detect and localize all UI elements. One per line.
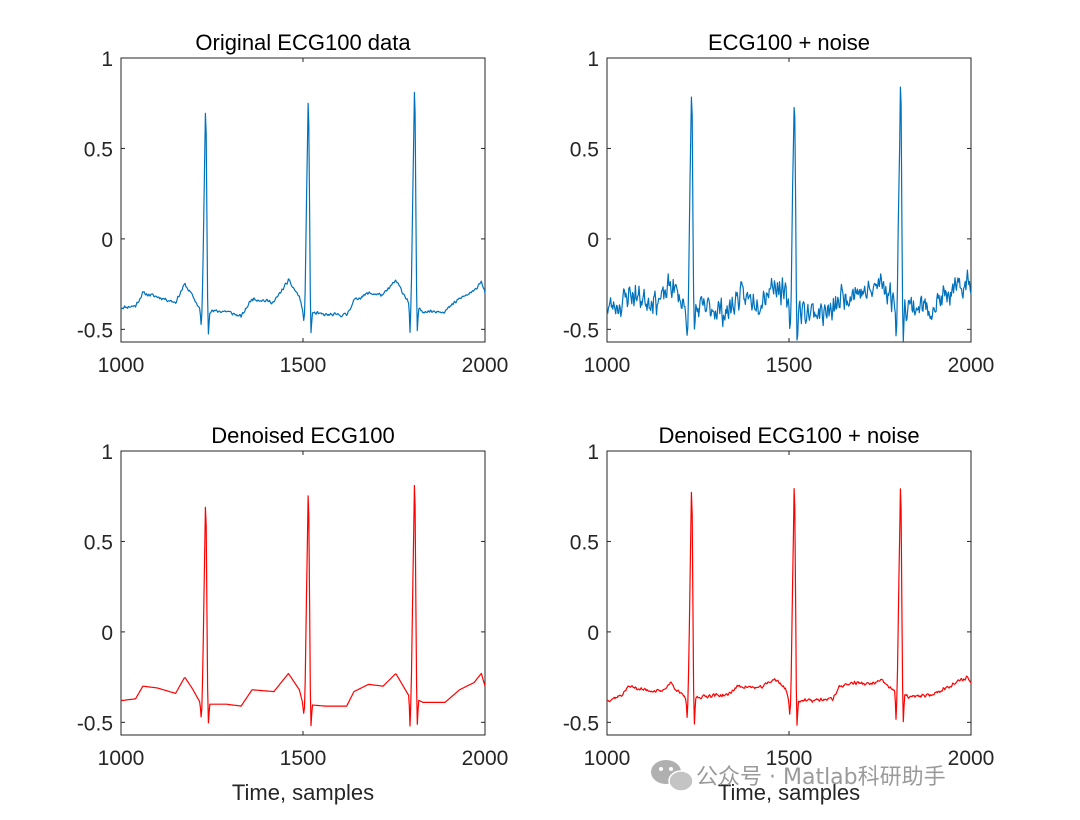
x-tick-label: 1000 xyxy=(584,354,631,377)
y-tick-label: 0.5 xyxy=(570,138,599,161)
y-tick-label: 1 xyxy=(587,48,599,71)
axes-frame xyxy=(606,57,972,343)
subplot-title: ECG100 + noise xyxy=(708,30,870,55)
y-tick-label: 0 xyxy=(587,229,599,252)
subplot-3: 1000 1500 2000 1 0.5 0 -0.5 Denoised ECG100 Time… xyxy=(77,423,509,805)
x-tick-label: 1500 xyxy=(280,354,327,377)
subplot-title: Denoised ECG100 xyxy=(211,423,394,448)
axes-frame xyxy=(120,57,486,343)
y-tick-label: 1 xyxy=(587,441,599,464)
x-tick-label: 2000 xyxy=(948,354,995,377)
y-tick-label: 0.5 xyxy=(570,531,599,554)
subplot-1: 1000 1500 2000 1 0.5 0 -0.5 Original ECG100 dat… xyxy=(77,30,509,377)
y-tick-label: 0 xyxy=(101,622,113,645)
x-axis-label: Time, samples xyxy=(232,780,374,805)
y-tick-label: -0.5 xyxy=(77,319,113,342)
y-tick-label: 1 xyxy=(101,441,113,464)
y-tick-label: 0 xyxy=(101,229,113,252)
watermark: 公众号 · Matlab科研助手 xyxy=(651,760,946,792)
y-tick-label: -0.5 xyxy=(563,319,599,342)
y-tick-label: 0.5 xyxy=(84,138,113,161)
x-axis-label: Time, samples xyxy=(718,780,860,805)
axes-frame xyxy=(606,450,972,736)
ecg-signal-line xyxy=(606,86,972,342)
y-tick-label: 0 xyxy=(587,622,599,645)
x-tick-label: 1000 xyxy=(98,354,145,377)
y-tick-label: -0.5 xyxy=(563,712,599,735)
x-tick-label: 2000 xyxy=(462,747,509,770)
subplot-title: Denoised ECG100 + noise xyxy=(658,423,919,448)
watermark-text: 公众号 · Matlab科研助手 xyxy=(696,765,946,790)
x-tick-label: 1500 xyxy=(766,747,813,770)
ecg-signal-line xyxy=(120,484,486,727)
x-tick-label: 2000 xyxy=(462,354,509,377)
subplot-4: 1000 1500 2000 1 0.5 0 -0.5 Denoised ECG100 + n… xyxy=(563,423,995,805)
x-tick-label: 1000 xyxy=(98,747,145,770)
y-tick-label: 0.5 xyxy=(84,531,113,554)
ecg-signal-line xyxy=(606,488,972,726)
y-tick-label: -0.5 xyxy=(77,712,113,735)
subplot-2: 1000 1500 2000 1 0.5 0 -0.5 ECG100 + noise xyxy=(563,30,995,377)
x-tick-label: 1000 xyxy=(584,747,631,770)
subplot-title: Original ECG100 data xyxy=(195,30,411,55)
x-tick-label: 1500 xyxy=(280,747,327,770)
x-tick-label: 2000 xyxy=(948,747,995,770)
x-tick-label: 1500 xyxy=(766,354,813,377)
y-tick-label: 1 xyxy=(101,48,113,71)
wechat-icon xyxy=(651,760,694,792)
ecg-signal-line xyxy=(120,91,486,335)
